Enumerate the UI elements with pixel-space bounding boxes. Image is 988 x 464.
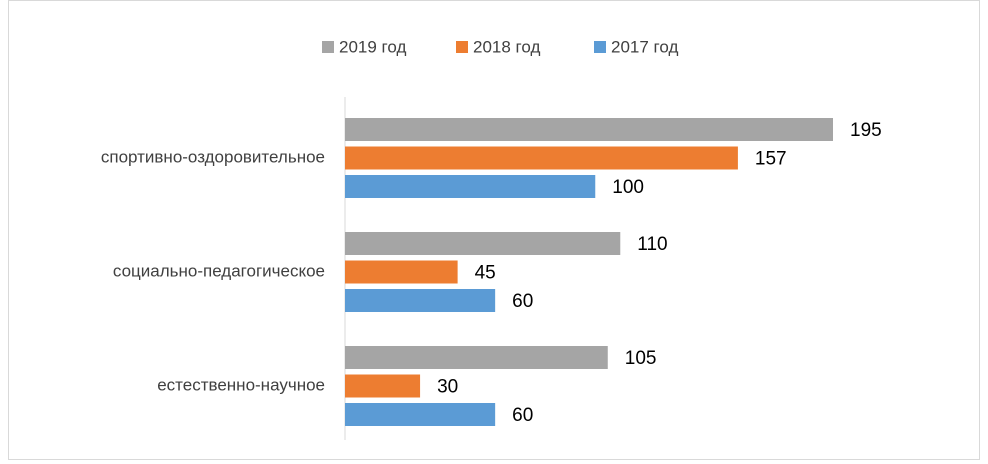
- bar: [345, 118, 833, 141]
- bar: [345, 346, 608, 369]
- category-label: спортивно-оздоровительное: [101, 147, 325, 166]
- legend-swatch: [322, 41, 334, 53]
- legend-label: 2017 год: [611, 37, 678, 56]
- bar: [345, 260, 458, 284]
- data-label: 60: [512, 291, 533, 312]
- legend-swatch: [456, 41, 468, 53]
- data-label: 110: [637, 234, 667, 255]
- data-label: 105: [625, 348, 657, 369]
- legend-swatch: [594, 41, 606, 53]
- category-label: социально-педагогическое: [113, 261, 325, 280]
- legend-label: 2018 год: [473, 37, 540, 56]
- chart-frame: [8, 0, 980, 460]
- data-label: 30: [437, 377, 458, 398]
- bar: [345, 289, 496, 312]
- bar: [345, 232, 621, 255]
- bar: [345, 374, 421, 398]
- data-label: 195: [850, 120, 882, 141]
- bar: [345, 175, 596, 198]
- data-label: 157: [755, 149, 787, 170]
- legend-label: 2019 год: [339, 37, 406, 56]
- data-label: 100: [612, 177, 644, 198]
- bar: [345, 403, 496, 426]
- category-label: естественно-научное: [157, 375, 325, 394]
- data-label: 45: [475, 263, 496, 284]
- data-label: 60: [512, 405, 533, 426]
- bar: [345, 146, 738, 170]
